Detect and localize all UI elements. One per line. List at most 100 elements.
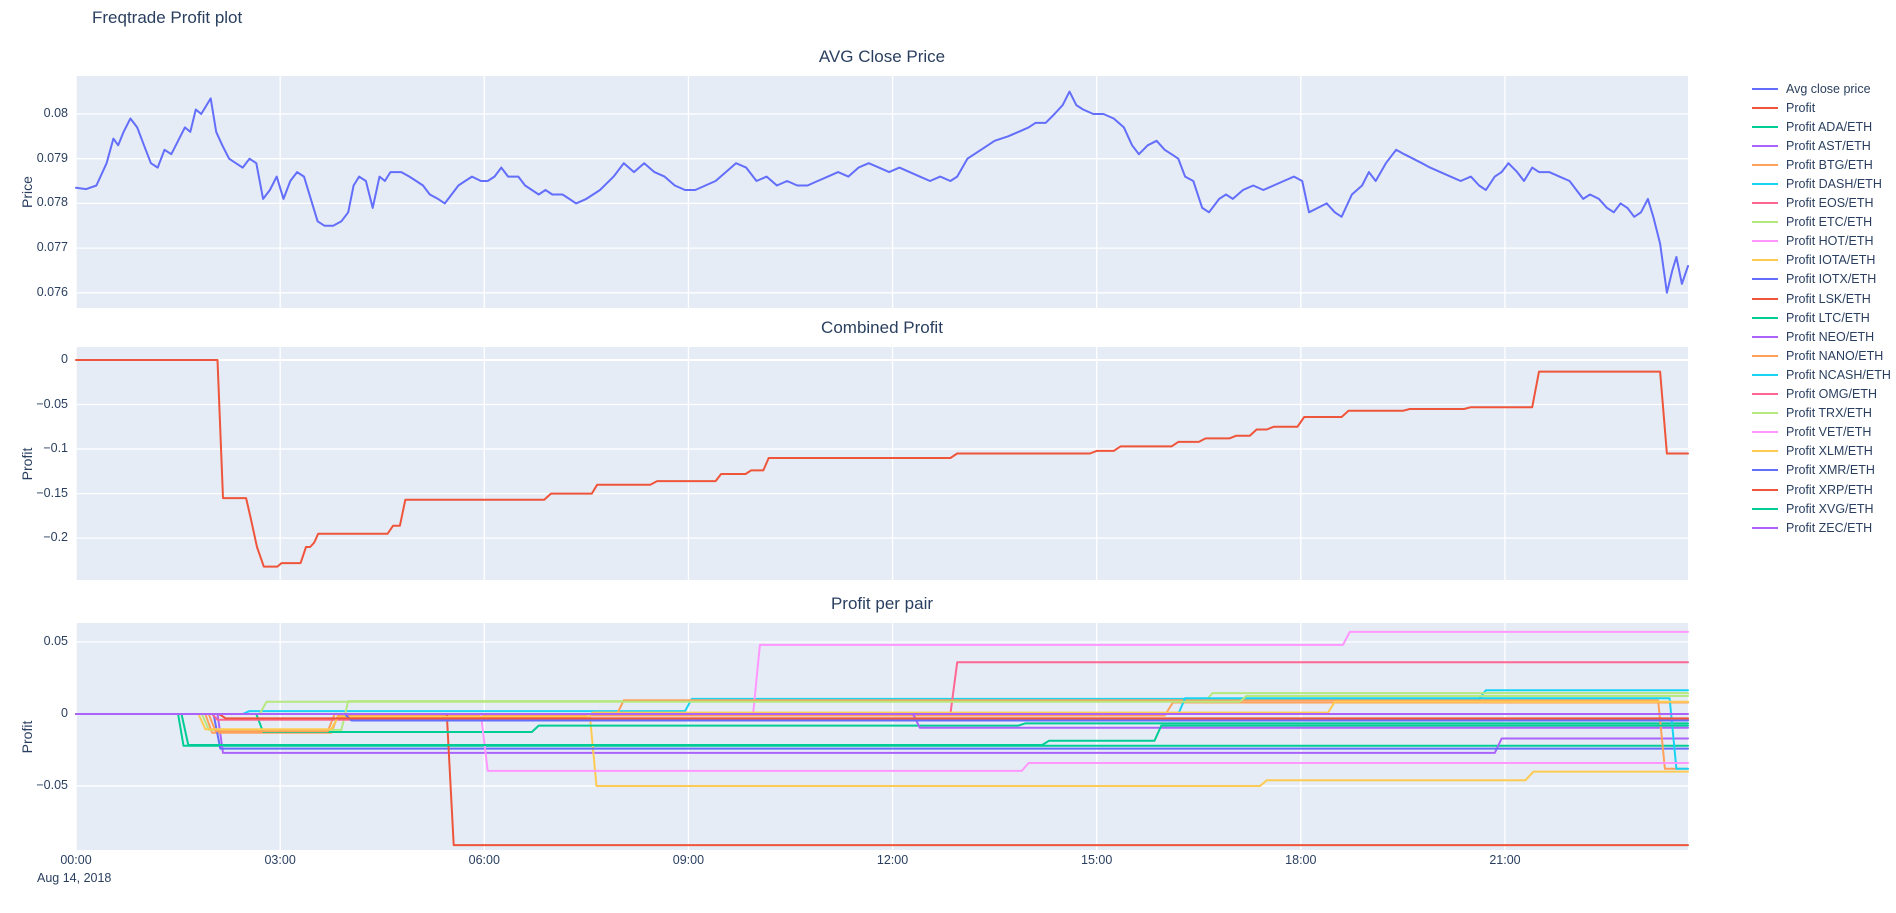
- legend-item[interactable]: Profit NCASH/ETH: [1752, 365, 1891, 384]
- y-tick-label: 0.077: [36, 240, 68, 255]
- y-tick-label: −0.1: [43, 441, 68, 456]
- legend-item[interactable]: Profit TRX/ETH: [1752, 404, 1891, 423]
- legend-line-icon: [1752, 106, 1778, 109]
- legend-item[interactable]: Profit XLM/ETH: [1752, 442, 1891, 461]
- legend-item-label: Profit AST/ETH: [1786, 138, 1871, 153]
- legend-line-icon: [1752, 335, 1778, 338]
- legend-item-label: Profit TRX/ETH: [1786, 406, 1872, 421]
- legend-line-icon: [1752, 259, 1778, 262]
- page-title: Freqtrade Profit plot: [92, 8, 243, 27]
- legend-line-icon: [1752, 373, 1778, 376]
- y-tick-label: 0.078: [36, 195, 68, 210]
- legend-item[interactable]: Profit ZEC/ETH: [1752, 518, 1891, 537]
- legend-line-icon: [1752, 469, 1778, 472]
- legend-line-icon: [1752, 240, 1778, 243]
- x-tick-label: 03:00: [264, 853, 296, 867]
- legend-item-label: Profit OMG/ETH: [1786, 387, 1877, 402]
- y-tick-label: −0.05: [36, 778, 68, 793]
- legend-line-icon: [1752, 526, 1778, 529]
- legend-item[interactable]: Profit: [1752, 98, 1891, 117]
- legend-item[interactable]: Profit IOTX/ETH: [1752, 270, 1891, 289]
- legend-line-icon: [1752, 202, 1778, 205]
- legend-item[interactable]: Profit NEO/ETH: [1752, 327, 1891, 346]
- legend-line-icon: [1752, 431, 1778, 434]
- legend-line-icon: [1752, 144, 1778, 147]
- legend-item[interactable]: Profit LSK/ETH: [1752, 289, 1891, 308]
- legend-item-label: Profit XRP/ETH: [1786, 482, 1873, 497]
- subplot-title: AVG Close Price: [818, 47, 946, 66]
- y-tick-label: −0.05: [36, 396, 68, 411]
- y-tick-label: 0: [61, 352, 68, 366]
- legend-item-label: Profit NCASH/ETH: [1786, 367, 1891, 382]
- legend-item-label: Profit HOT/ETH: [1786, 234, 1874, 249]
- date-annotation: Aug 14, 2018: [37, 871, 112, 885]
- x-tick-label: 12:00: [876, 853, 909, 867]
- x-tick-label: 21:00: [1489, 853, 1521, 867]
- x-tick-label: 15:00: [1081, 853, 1113, 867]
- x-tick-label: 09:00: [672, 853, 705, 867]
- legend-line-icon: [1752, 412, 1778, 415]
- legend-item-label: Profit NANO/ETH: [1786, 348, 1884, 363]
- legend-line-icon: [1752, 125, 1778, 128]
- legend-item-label: Profit DASH/ETH: [1786, 177, 1882, 192]
- legend-line-icon: [1752, 507, 1778, 510]
- legend: Avg close price Profit Profit ADA/ETH Profi…: [1752, 79, 1891, 537]
- legend-item[interactable]: Profit XRP/ETH: [1752, 480, 1891, 499]
- legend-item[interactable]: Profit XMR/ETH: [1752, 461, 1891, 480]
- y-tick-label: 0.079: [36, 150, 68, 165]
- legend-item[interactable]: Profit IOTA/ETH: [1752, 251, 1891, 270]
- x-tick-label: 18:00: [1285, 853, 1317, 867]
- legend-item-label: Profit LSK/ETH: [1786, 291, 1871, 306]
- legend-item-label: Profit EOS/ETH: [1786, 196, 1874, 211]
- legend-item-label: Profit XVG/ETH: [1786, 501, 1874, 516]
- legend-item-label: Profit LTC/ETH: [1786, 310, 1870, 325]
- legend-line-icon: [1752, 316, 1778, 319]
- legend-item[interactable]: Profit ETC/ETH: [1752, 213, 1891, 232]
- y-axis-title: Profit: [19, 720, 35, 753]
- legend-item[interactable]: Profit DASH/ETH: [1752, 174, 1891, 193]
- legend-item-label: Profit NEO/ETH: [1786, 329, 1875, 344]
- legend-line-icon: [1752, 163, 1778, 166]
- x-tick-label: 00:00: [60, 853, 92, 867]
- legend-item-label: Profit BTG/ETH: [1786, 157, 1873, 172]
- legend-item-label: Profit XMR/ETH: [1786, 463, 1875, 478]
- legend-item[interactable]: Profit LTC/ETH: [1752, 308, 1891, 327]
- subplot-title: Combined Profit: [821, 318, 943, 337]
- legend-item-label: Profit: [1786, 100, 1816, 115]
- legend-line-icon: [1752, 183, 1778, 186]
- legend-item-label: Profit IOTX/ETH: [1786, 272, 1877, 287]
- legend-line-icon: [1752, 393, 1778, 396]
- legend-line-icon: [1752, 354, 1778, 357]
- legend-item[interactable]: Profit OMG/ETH: [1752, 385, 1891, 404]
- y-tick-label: 0.076: [36, 284, 68, 299]
- legend-line-icon: [1752, 278, 1778, 281]
- legend-item[interactable]: Profit ADA/ETH: [1752, 117, 1891, 136]
- legend-item[interactable]: Profit XVG/ETH: [1752, 499, 1891, 518]
- legend-item-label: Profit ADA/ETH: [1786, 119, 1873, 134]
- legend-item[interactable]: Profit AST/ETH: [1752, 136, 1891, 155]
- y-tick-label: 0: [61, 706, 68, 721]
- legend-item[interactable]: Profit VET/ETH: [1752, 423, 1891, 442]
- y-tick-label: 0.05: [43, 634, 68, 648]
- legend-item-label: Avg close price: [1786, 81, 1871, 96]
- x-tick-label: 06:00: [468, 853, 500, 867]
- subplot-title: Profit per pair: [830, 594, 934, 613]
- legend-item[interactable]: Profit NANO/ETH: [1752, 346, 1891, 365]
- legend-item[interactable]: Profit BTG/ETH: [1752, 155, 1891, 174]
- y-tick-label: −0.15: [36, 485, 68, 500]
- legend-item-label: Profit IOTA/ETH: [1786, 253, 1876, 268]
- legend-item-label: Profit VET/ETH: [1786, 425, 1872, 440]
- legend-line-icon: [1752, 488, 1778, 491]
- legend-item-label: Profit ETC/ETH: [1786, 215, 1873, 230]
- legend-item[interactable]: Avg close price: [1752, 79, 1891, 98]
- legend-item[interactable]: Profit HOT/ETH: [1752, 232, 1891, 251]
- legend-item-label: Profit XLM/ETH: [1786, 444, 1873, 459]
- y-tick-label: 0.08: [43, 105, 68, 120]
- legend-line-icon: [1752, 450, 1778, 453]
- y-tick-label: −0.2: [43, 530, 68, 545]
- legend-item[interactable]: Profit EOS/ETH: [1752, 194, 1891, 213]
- legend-line-icon: [1752, 221, 1778, 224]
- legend-line-icon: [1752, 87, 1778, 90]
